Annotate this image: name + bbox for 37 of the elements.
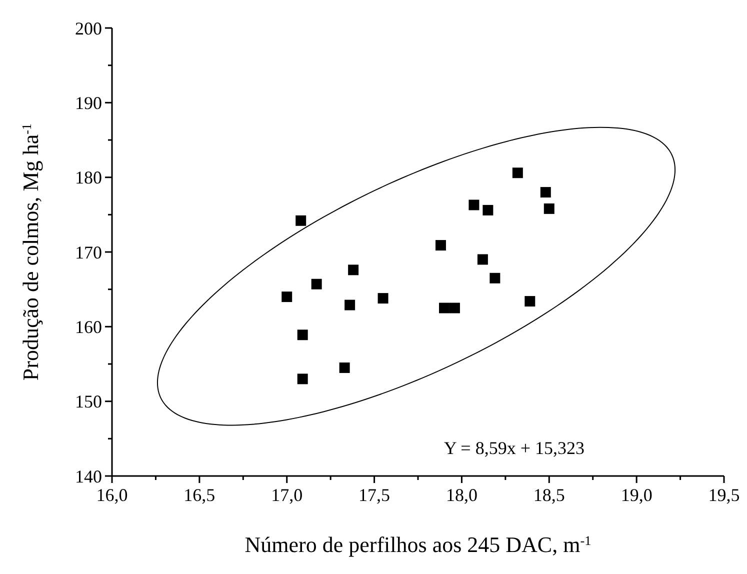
point: [482, 204, 494, 216]
point: [468, 200, 480, 210]
x-tick-label: 17,0: [271, 485, 303, 505]
point: [378, 293, 388, 304]
point: [311, 278, 322, 290]
y-tick-label: 140: [75, 466, 102, 486]
x-tick-label: 19,5: [708, 485, 740, 505]
x-tick-label: 18,0: [446, 485, 478, 505]
point: [344, 300, 356, 310]
x-tick-label: 16,5: [184, 485, 216, 505]
point: [297, 330, 308, 340]
x-axis-title: Número de perfilhos aos 245 DAC, m$^{-1}$: [244, 532, 592, 557]
point: [339, 362, 350, 373]
point: [297, 374, 308, 384]
annotation: Y = 8,59x + 15,323: [444, 438, 584, 458]
point: [490, 272, 500, 284]
y-tick-label: 170: [75, 242, 102, 262]
point: [348, 264, 359, 276]
point: [524, 296, 536, 307]
point: [449, 302, 460, 314]
x-tick-label: 19,0: [620, 485, 652, 505]
point: [540, 187, 551, 198]
point: [544, 203, 554, 214]
point: [296, 215, 306, 226]
y-tick-label: 180: [75, 168, 102, 188]
point: [438, 302, 450, 314]
point: [512, 168, 523, 178]
y-tick-label: 150: [75, 392, 102, 412]
y-tick-label: 200: [75, 18, 102, 38]
point: [282, 292, 292, 302]
y-tick-label: 190: [75, 92, 102, 113]
x-tick-label: 17,5: [358, 485, 390, 505]
y-tick-label: 160: [75, 316, 102, 337]
point: [477, 254, 488, 265]
point: [435, 240, 446, 251]
x-tick-label: 18,5: [533, 485, 565, 505]
x-tick-label: 16,0: [96, 485, 128, 505]
